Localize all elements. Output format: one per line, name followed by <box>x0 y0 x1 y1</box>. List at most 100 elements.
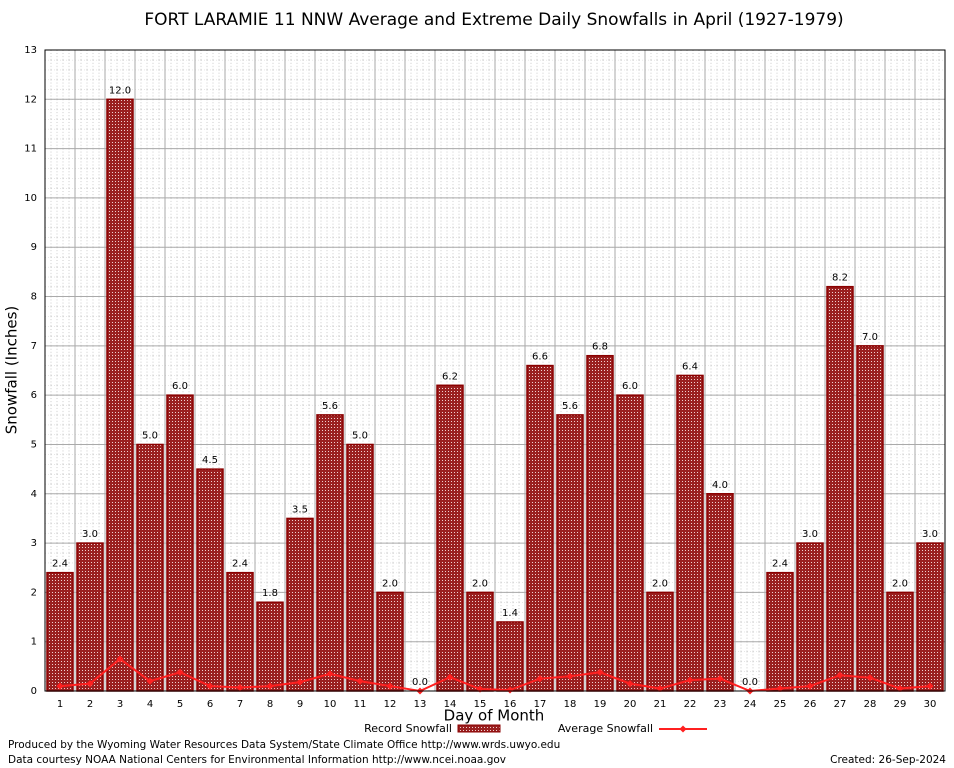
value-label: 7.0 <box>862 332 878 343</box>
average-marker <box>236 684 244 692</box>
value-label: 6.8 <box>592 342 608 353</box>
bar <box>706 493 734 692</box>
average-marker <box>656 684 664 693</box>
value-label: 5.6 <box>322 401 338 412</box>
x-tick-label: 6 <box>207 699 213 710</box>
y-tick-label: 6 <box>31 390 37 401</box>
y-tick-label: 11 <box>24 144 37 155</box>
x-tick-label: 5 <box>177 699 183 710</box>
bar <box>76 542 104 692</box>
x-tick-label: 18 <box>564 699 577 710</box>
average-marker <box>776 684 784 693</box>
average-marker <box>716 675 724 683</box>
chart-title: FORT LARAMIE 11 NNW Average and Extreme … <box>144 10 843 30</box>
average-marker <box>596 668 604 676</box>
y-tick-label: 0 <box>31 686 37 697</box>
value-label: 5.6 <box>562 401 578 412</box>
bar <box>916 542 944 692</box>
average-marker <box>446 673 454 681</box>
average-marker <box>356 677 364 685</box>
legend-swatch <box>457 724 501 733</box>
value-label: 0.0 <box>742 677 758 688</box>
bar <box>316 414 344 692</box>
x-tick-label: 28 <box>864 699 877 710</box>
value-label: 6.0 <box>172 381 188 392</box>
value-label: 1.4 <box>502 608 518 619</box>
bar <box>286 517 314 692</box>
x-tick-label: 27 <box>834 699 847 710</box>
bar <box>346 443 374 692</box>
plot-frame <box>44 49 946 692</box>
bar <box>226 571 254 692</box>
y-tick-label: 3 <box>31 538 37 549</box>
average-marker <box>836 671 844 679</box>
average-marker <box>686 676 694 684</box>
y-tick-label: 13 <box>24 45 37 56</box>
average-line <box>59 657 931 693</box>
x-tick-label: 30 <box>924 699 937 710</box>
x-tick-label: 14 <box>444 699 457 710</box>
y-tick-label: 7 <box>31 341 37 352</box>
x-tick-label: 7 <box>237 699 243 710</box>
legend-label: Record Snowfall <box>364 722 452 735</box>
value-label: 6.4 <box>682 361 698 372</box>
y-tick-label: 5 <box>31 439 37 450</box>
average-marker <box>806 682 814 690</box>
x-tick-label: 8 <box>267 699 273 710</box>
average-marker <box>896 684 904 693</box>
average-marker <box>326 670 334 678</box>
value-label: 6.0 <box>622 381 638 392</box>
value-label: 5.0 <box>352 430 368 441</box>
bar <box>106 98 134 692</box>
value-label: 2.0 <box>652 578 668 589</box>
value-label: 2.4 <box>232 559 248 570</box>
bar <box>586 354 614 692</box>
bar <box>136 443 164 692</box>
x-tick-label: 11 <box>354 699 367 710</box>
average-marker <box>626 680 634 688</box>
average-marker <box>386 682 394 690</box>
x-tick-label: 19 <box>594 699 607 710</box>
average-marker <box>866 674 874 682</box>
bar <box>796 542 824 692</box>
x-tick-label: 20 <box>624 699 637 710</box>
footer-created: Created: 26-Sep-2024 <box>830 754 946 766</box>
value-label: 5.0 <box>142 430 158 441</box>
bar <box>46 571 74 692</box>
y-tick-label: 8 <box>31 292 37 303</box>
x-tick-label: 12 <box>384 699 397 710</box>
value-label: 0.0 <box>412 677 428 688</box>
bar <box>436 384 464 692</box>
bar <box>466 591 494 692</box>
average-marker <box>206 682 214 690</box>
x-tick-label: 25 <box>774 699 787 710</box>
footer-produced: Produced by the Wyoming Water Resources … <box>8 739 560 751</box>
x-tick-label: 9 <box>297 699 303 710</box>
bar <box>766 571 794 692</box>
average-marker <box>146 677 154 685</box>
x-tick-label: 24 <box>744 699 757 710</box>
x-tick-label: 1 <box>57 699 63 710</box>
value-label: 2.4 <box>52 559 68 570</box>
y-tick-label: 4 <box>31 489 37 500</box>
x-tick-label: 2 <box>87 699 93 710</box>
bar <box>166 394 194 692</box>
value-label: 6.2 <box>442 371 458 382</box>
value-label: 3.5 <box>292 504 308 515</box>
x-tick-label: 21 <box>654 699 667 710</box>
average-marker <box>86 680 94 688</box>
x-tick-label: 10 <box>324 699 337 710</box>
average-marker <box>926 682 934 690</box>
value-label: 1.8 <box>262 588 278 599</box>
average-marker <box>56 682 64 690</box>
x-tick-label: 26 <box>804 699 817 710</box>
value-label: 2.4 <box>772 559 788 570</box>
y-tick-label: 12 <box>24 94 37 105</box>
value-label: 3.0 <box>802 529 818 540</box>
x-tick-label: 23 <box>714 699 727 710</box>
value-label: 4.0 <box>712 480 728 491</box>
bar <box>496 621 524 692</box>
value-label: 2.0 <box>472 578 488 589</box>
bar <box>256 601 284 692</box>
x-axis-label: Day of Month <box>444 707 545 725</box>
